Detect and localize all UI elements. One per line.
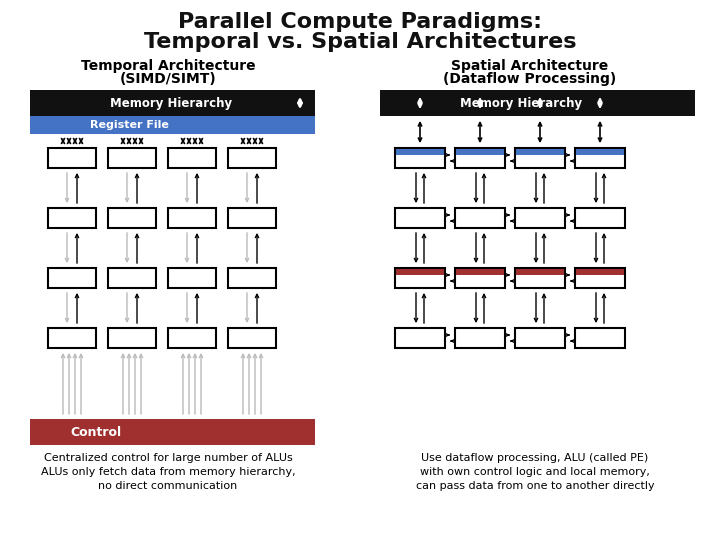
Text: Use dataflow processing, ALU (called PE)
with own control logic and local memory: Use dataflow processing, ALU (called PE)… <box>415 453 654 491</box>
Text: ALU: ALU <box>590 153 611 163</box>
Bar <box>575 268 625 288</box>
Bar <box>576 269 624 275</box>
Text: ALU: ALU <box>122 213 143 223</box>
Bar <box>455 328 505 348</box>
Bar <box>48 328 96 348</box>
Bar <box>395 208 445 228</box>
Text: Memory Hierarchy: Memory Hierarchy <box>110 97 232 110</box>
Bar <box>516 269 564 275</box>
Bar <box>228 148 276 168</box>
Bar <box>30 116 315 134</box>
Bar <box>168 208 216 228</box>
Text: (Dataflow Processing): (Dataflow Processing) <box>444 72 616 86</box>
Bar <box>380 90 695 116</box>
Text: ALU: ALU <box>590 213 611 223</box>
Text: ALU: ALU <box>181 213 202 223</box>
Text: ALU: ALU <box>181 273 202 283</box>
Text: Temporal Architecture: Temporal Architecture <box>81 59 256 73</box>
Text: ALU: ALU <box>241 213 263 223</box>
Bar <box>108 268 156 288</box>
Text: ALU: ALU <box>410 213 431 223</box>
Bar <box>228 328 276 348</box>
Text: (SIMD/SIMT): (SIMD/SIMT) <box>120 72 217 86</box>
Text: ALU: ALU <box>61 213 83 223</box>
Bar <box>575 208 625 228</box>
Text: ALU: ALU <box>61 273 83 283</box>
Bar <box>455 148 505 168</box>
Bar <box>395 268 445 288</box>
Bar <box>575 148 625 168</box>
Text: Spatial Architecture: Spatial Architecture <box>451 59 608 73</box>
Bar <box>168 268 216 288</box>
Text: ALU: ALU <box>410 153 431 163</box>
Bar <box>108 328 156 348</box>
Bar <box>515 328 565 348</box>
Text: ALU: ALU <box>590 333 611 343</box>
Text: ALU: ALU <box>410 273 431 283</box>
Text: ALU: ALU <box>410 333 431 343</box>
Bar <box>108 208 156 228</box>
Bar <box>48 268 96 288</box>
Bar <box>455 268 505 288</box>
Bar <box>456 149 504 155</box>
Text: ALU: ALU <box>61 333 83 343</box>
Bar <box>30 419 315 445</box>
Text: Control: Control <box>70 426 121 438</box>
Bar <box>515 208 565 228</box>
Text: Centralized control for large number of ALUs
ALUs only fetch data from memory hi: Centralized control for large number of … <box>41 453 295 491</box>
Text: ALU: ALU <box>122 333 143 343</box>
Bar <box>576 149 624 155</box>
Bar <box>228 208 276 228</box>
Bar <box>396 269 444 275</box>
Bar <box>395 148 445 168</box>
Text: ALU: ALU <box>241 333 263 343</box>
Text: Memory Hierarchy: Memory Hierarchy <box>460 97 582 110</box>
Text: ALU: ALU <box>241 273 263 283</box>
Text: ALU: ALU <box>529 153 551 163</box>
Bar <box>515 268 565 288</box>
Text: ALU: ALU <box>469 153 490 163</box>
Text: ALU: ALU <box>529 273 551 283</box>
Text: Temporal vs. Spatial Architectures: Temporal vs. Spatial Architectures <box>144 32 576 52</box>
Bar <box>48 148 96 168</box>
Bar <box>168 148 216 168</box>
Text: ALU: ALU <box>529 213 551 223</box>
Bar <box>456 269 504 275</box>
Text: Parallel Compute Paradigms:: Parallel Compute Paradigms: <box>178 12 542 32</box>
Bar <box>228 268 276 288</box>
Text: ALU: ALU <box>590 273 611 283</box>
Text: ALU: ALU <box>61 153 83 163</box>
Text: ALU: ALU <box>181 333 202 343</box>
Text: ALU: ALU <box>469 333 490 343</box>
Text: Register File: Register File <box>90 120 169 130</box>
Text: ALU: ALU <box>529 333 551 343</box>
Bar <box>30 90 315 116</box>
Text: ALU: ALU <box>181 153 202 163</box>
Bar <box>395 328 445 348</box>
Bar <box>48 208 96 228</box>
Bar <box>516 149 564 155</box>
Bar <box>515 148 565 168</box>
Bar <box>396 149 444 155</box>
Text: ALU: ALU <box>122 153 143 163</box>
Bar <box>168 328 216 348</box>
Bar <box>108 148 156 168</box>
Text: ALU: ALU <box>241 153 263 163</box>
Text: ALU: ALU <box>122 273 143 283</box>
Text: ALU: ALU <box>469 213 490 223</box>
Text: ALU: ALU <box>469 273 490 283</box>
Bar <box>455 208 505 228</box>
Bar <box>575 328 625 348</box>
